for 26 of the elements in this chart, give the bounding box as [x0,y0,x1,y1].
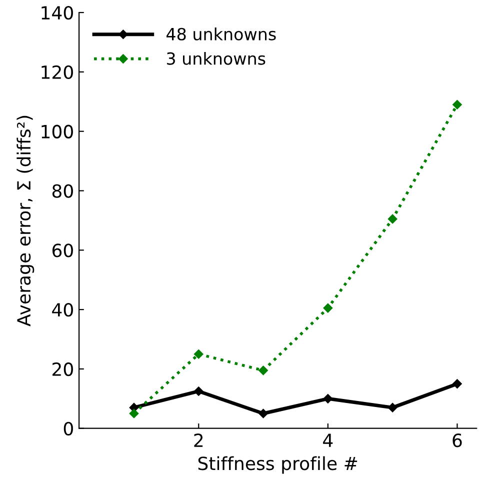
point [388,214,398,224]
x-axis-title: Stiffness profile # [198,456,358,474]
legend-label: 48 unknowns [166,28,276,40]
y-tick-label: 100 [42,124,73,138]
x-tick-label: 4 [323,434,333,447]
y-tick-label: 0 [64,422,73,436]
y-tick-label: 120 [42,65,73,80]
point [323,394,333,404]
x-tick-label: 2 [194,434,203,447]
point [258,408,268,418]
y-tick-label: 40 [52,303,73,317]
y-axis-title: Average error, Σ (diffs²) [16,116,34,326]
y-tick-label: 20 [52,362,73,376]
point [258,366,268,376]
x-tick-label: 6 [452,434,462,448]
y-tick-label: 60 [52,244,73,258]
y-tick-label: 80 [52,184,73,198]
point [323,303,333,313]
point [194,386,204,396]
point [194,349,204,359]
point [129,408,139,418]
y-tick-label: 140 [42,6,73,20]
legend-label: 3 unknowns [166,52,266,65]
point [452,100,462,110]
point [388,402,398,412]
point [452,379,462,388]
